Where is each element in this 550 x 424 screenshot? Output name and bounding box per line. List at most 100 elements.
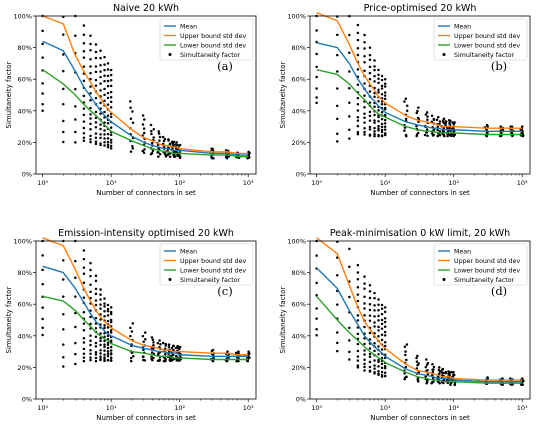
lower-bound-line [316,69,523,136]
scatter-point [315,29,318,32]
scatter-point [356,271,360,274]
scatter-point [106,84,110,88]
scatter-point [363,121,366,124]
scatter-point [380,84,384,88]
scatter-point [373,309,376,312]
scatter-point [363,365,366,369]
scatter-point [380,303,384,307]
scatter-point [142,131,146,135]
legend-entry: Upper bound std dev [180,258,247,265]
scatter-point [74,352,77,356]
scatter-point [164,359,167,363]
scatter-point [336,140,339,143]
scatter-point [94,96,98,100]
scatter-point [106,137,110,140]
scatter-point [143,118,146,121]
scatter-point [106,68,110,71]
scatter-point [363,282,366,285]
scatter-point [377,345,380,348]
scatter-point [380,134,384,137]
scatter-point [106,310,110,313]
scatter-point [368,283,372,287]
scatter-point [106,121,110,125]
scatter-point [82,281,86,284]
scatter-point [82,24,86,27]
scatter-point [141,334,145,338]
x-axis-label: Number of connectors in set [96,189,196,197]
scatter-point [158,358,162,361]
scatter-point [94,287,98,291]
scatter-point [150,132,153,136]
legend-swatch [442,278,446,281]
scatter-point [426,115,429,118]
mean-line [316,267,523,383]
scatter-point [89,352,92,356]
scatter-point [336,341,339,345]
scatter-point [89,117,92,120]
scatter-point [41,109,44,113]
scatter-point [175,354,178,358]
scatter-point [158,153,162,156]
scatter-point [438,366,441,369]
scatter-point [315,101,318,105]
scatter-point [109,115,113,119]
scatter-point [161,341,165,345]
scatter-point [373,105,376,109]
scatter-point [356,349,360,353]
scatter-point [142,340,145,344]
scatter-point [356,359,360,362]
scatter-point [348,339,351,342]
scatter-point [432,368,435,371]
scatter-series [41,14,251,160]
scatter-point [94,274,98,278]
scatter-point [103,335,106,338]
scatter-point [373,315,376,318]
scatter-point [416,116,420,120]
scatter-point [356,103,360,106]
scatter-point [156,341,160,345]
scatter-point [168,155,172,158]
scatter-point [106,307,110,311]
scatter-point [405,358,408,362]
scatter-point [89,134,92,138]
scatter-point [82,120,86,123]
scatter-point [373,80,376,83]
scatter-point [336,87,339,90]
scatter-point [435,118,439,122]
scatter-point [41,326,44,330]
scatter-point [149,123,153,127]
scatter-point [41,282,44,286]
scatter-point [383,125,387,128]
scatter-point [363,112,366,115]
scatter-point [94,70,98,74]
scatter-point [356,319,360,322]
scatter-point [82,310,86,314]
scatter-point [143,148,146,151]
scatter-point [377,99,380,103]
scatter-point [62,87,65,91]
upper-bound-line [42,237,249,356]
scatter-point [373,321,376,324]
scatter-point [103,297,106,300]
scatter-point [377,124,380,128]
scatter-point [167,343,171,346]
scatter-point [109,306,113,309]
scatter-point [373,325,376,328]
scatter-point [437,368,440,372]
scatter-point [99,133,102,136]
scatter-point [144,337,147,341]
scatter-point [74,118,77,121]
scatter-point [380,338,384,342]
scatter-point [425,128,429,131]
scatter-point [89,34,92,37]
legend: Mean Upper bound std dev Lower bound std d… [433,243,528,286]
scatter-point [383,82,387,85]
scatter-point [99,127,102,131]
scatter-point [452,133,456,136]
scatter-point [141,114,145,117]
y-tick-label: 40% [292,107,306,115]
scatter-point [94,65,98,68]
chart-title: Price-optimised 20 kWh [364,3,477,14]
scatter-point [431,362,434,366]
scatter-point [82,113,86,117]
